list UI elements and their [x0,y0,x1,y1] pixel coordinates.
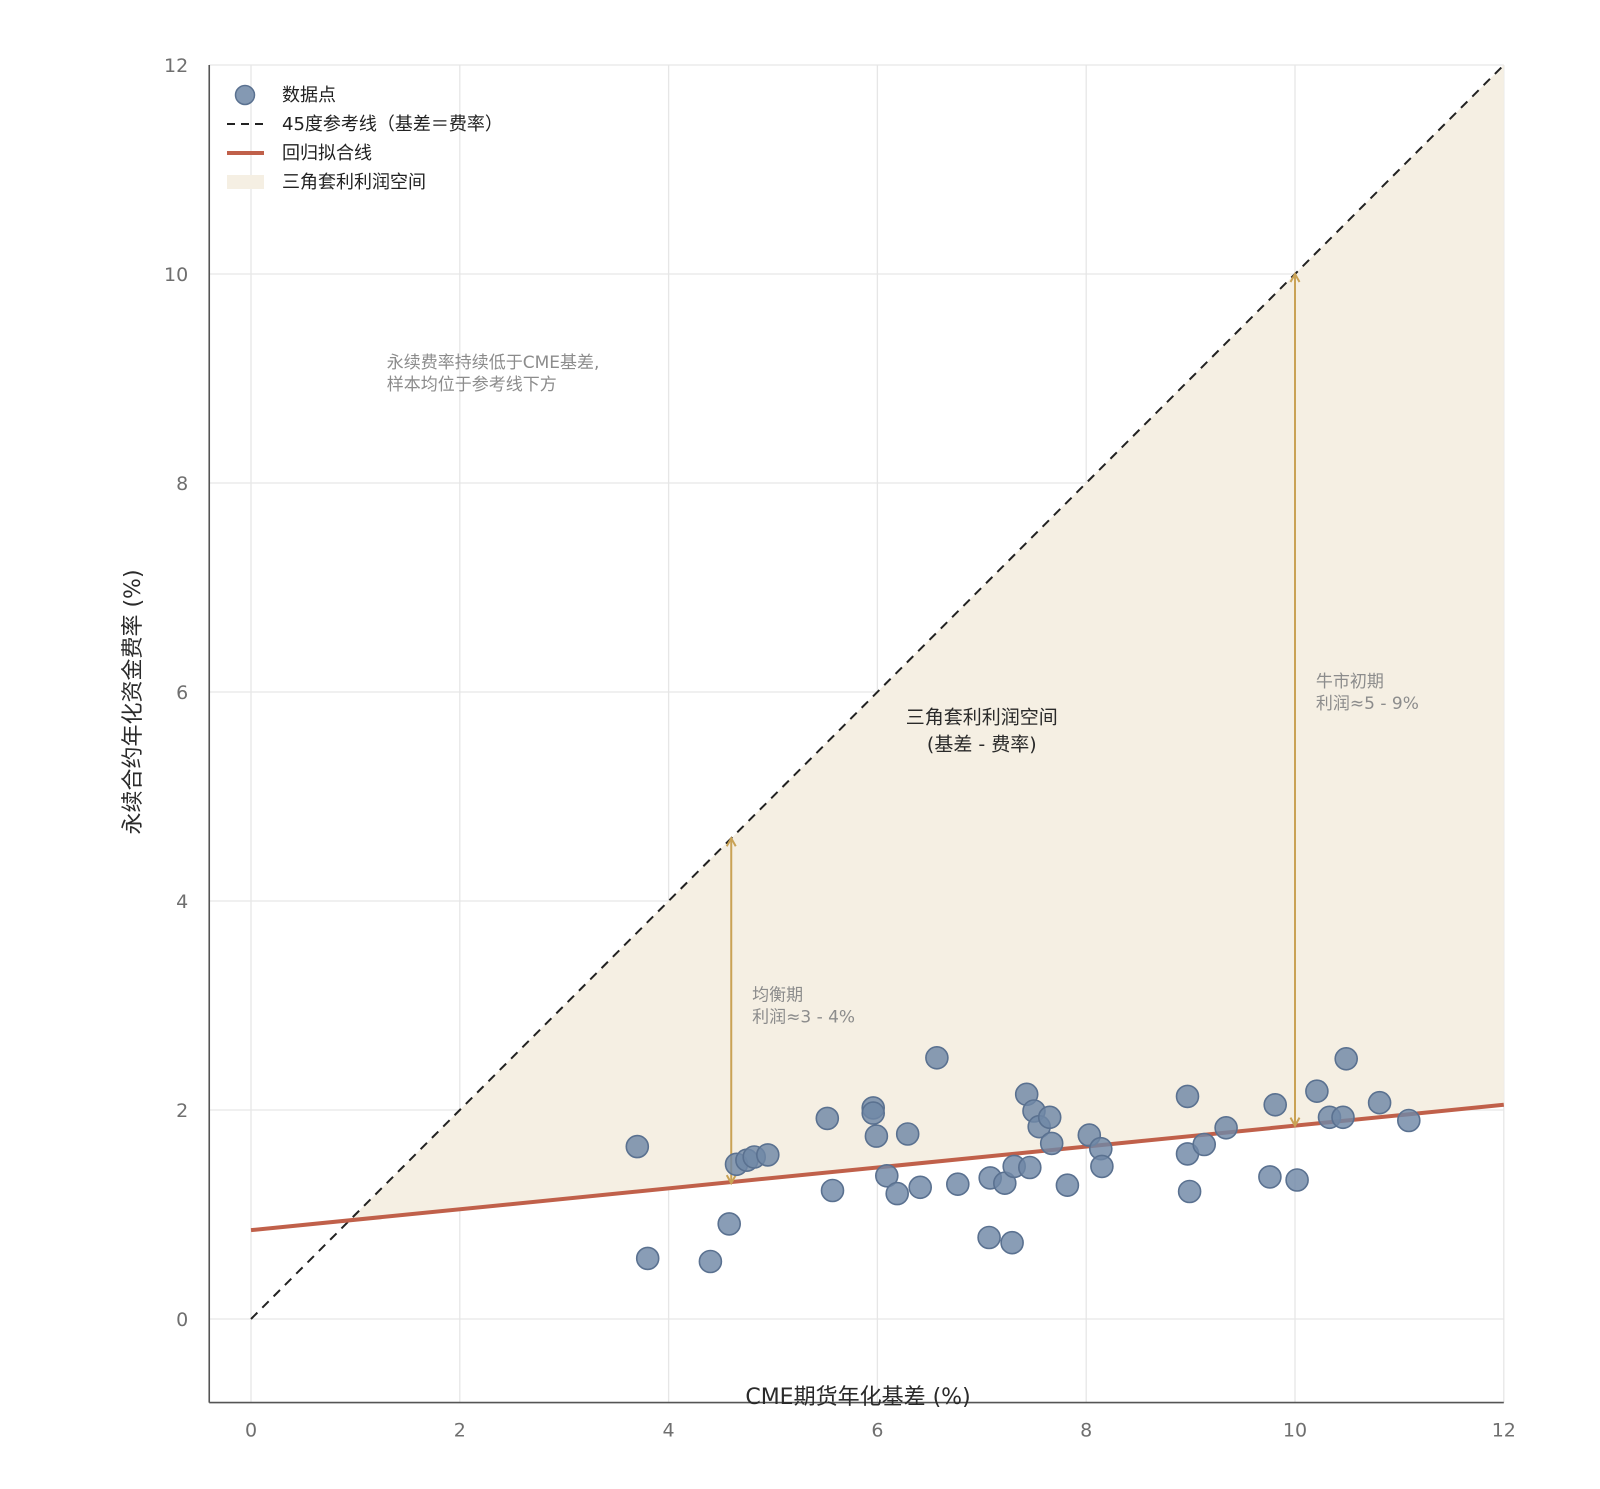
annotation-line: 样本均位于参考线下方 [387,375,557,395]
x-tick-label: 4 [663,1420,675,1442]
data-point [1263,1093,1287,1117]
x-tick-label: 8 [1080,1420,1092,1442]
data-point [1305,1079,1329,1103]
y-tick-label: 2 [176,1100,188,1122]
y-tick-label: 6 [176,682,188,704]
annotation-line: 牛市初期 [1316,672,1384,692]
data-point [1037,1105,1062,1130]
data-point [977,1225,1001,1250]
x-tick-label: 12 [1492,1420,1516,1442]
data-point [1018,1155,1042,1180]
data-point [755,1143,780,1167]
axes [208,65,1504,1404]
data-point [945,1172,970,1196]
annotation-region_label: 三角套利利润空间 (基差 - 费率) [906,706,1058,755]
data-points [625,1046,1421,1274]
y-axis-title: 永续合约年化资金费率 (%) [121,569,146,834]
x-tick-label: 2 [454,1420,466,1442]
data-point [1367,1090,1392,1115]
data-point [625,1134,650,1159]
data-point [820,1178,845,1203]
legend-marker-region [227,175,264,189]
data-point [1331,1105,1355,1130]
annotation-line: (基差 - 费率) [927,733,1037,755]
data-point [1214,1116,1238,1140]
legend: 数据点 45度参考线（基差＝费率） 回归拟合线 三角套利利润空间 [227,84,503,193]
y-tick-label: 0 [176,1309,188,1331]
data-point [1334,1047,1358,1071]
data-point [874,1164,899,1188]
y-tick-label: 4 [176,891,188,913]
data-point [635,1246,660,1271]
x-axis-title: CME期货年化基差 (%) [745,1385,970,1410]
arrow-head-bottom [725,1174,737,1186]
annotation-bull: 牛市初期利润≈5 - 9% [1316,672,1419,714]
data-point [925,1046,949,1070]
arrow-head-top [725,836,737,847]
y-tick-label: 8 [176,473,188,495]
data-point [1000,1230,1024,1255]
data-point [1177,1179,1202,1204]
tick-labels: 0 2 4 6 8 10 12 0 2 4 6 8 10 12 [164,55,1516,1442]
data-point [861,1101,886,1125]
data-point [717,1212,742,1236]
legend-marker-points [234,84,256,106]
data-point [1090,1154,1114,1179]
annotation-line: 永续费率持续低于CME基差, [387,353,600,373]
data-point [1192,1132,1216,1157]
data-point [815,1106,840,1131]
legend-label-fit: 回归拟合线 [282,143,372,164]
x-tick-label: 6 [871,1420,883,1442]
annotation-line: 三角套利利润空间 [906,706,1058,728]
data-point [1285,1168,1309,1192]
data-point [1175,1084,1200,1109]
data-point [885,1181,910,1206]
data-point [1039,1131,1064,1156]
x-tick-label: 0 [245,1420,257,1442]
data-point [1397,1108,1421,1133]
x-tick-label: 10 [1283,1420,1307,1442]
annotation-line: 均衡期 [752,985,803,1005]
annotation-eq: 均衡期利润≈3 - 4% [752,985,855,1027]
arrow-head-bottom [1289,1117,1301,1128]
data-point [864,1124,889,1148]
data-point [698,1249,723,1274]
data-point [1258,1165,1282,1189]
legend-label-ref: 45度参考线（基差＝费率） [282,114,503,135]
y-tick-label: 10 [164,264,188,286]
arrow-layer [725,271,1301,1186]
annotation-line: 利润≈5 - 9% [1316,694,1419,714]
data-point [895,1122,920,1146]
data-point [1055,1173,1080,1197]
y-tick-label: 12 [164,55,188,77]
arrow-head-top [1289,271,1301,283]
annotation-line: 利润≈3 - 4% [752,1007,855,1027]
legend-label-region: 三角套利利润空间 [282,172,426,193]
legend-label-points: 数据点 [282,85,336,106]
annotation-note1: 永续费率持续低于CME基差,样本均位于参考线下方 [387,353,600,395]
data-point [908,1175,933,1200]
